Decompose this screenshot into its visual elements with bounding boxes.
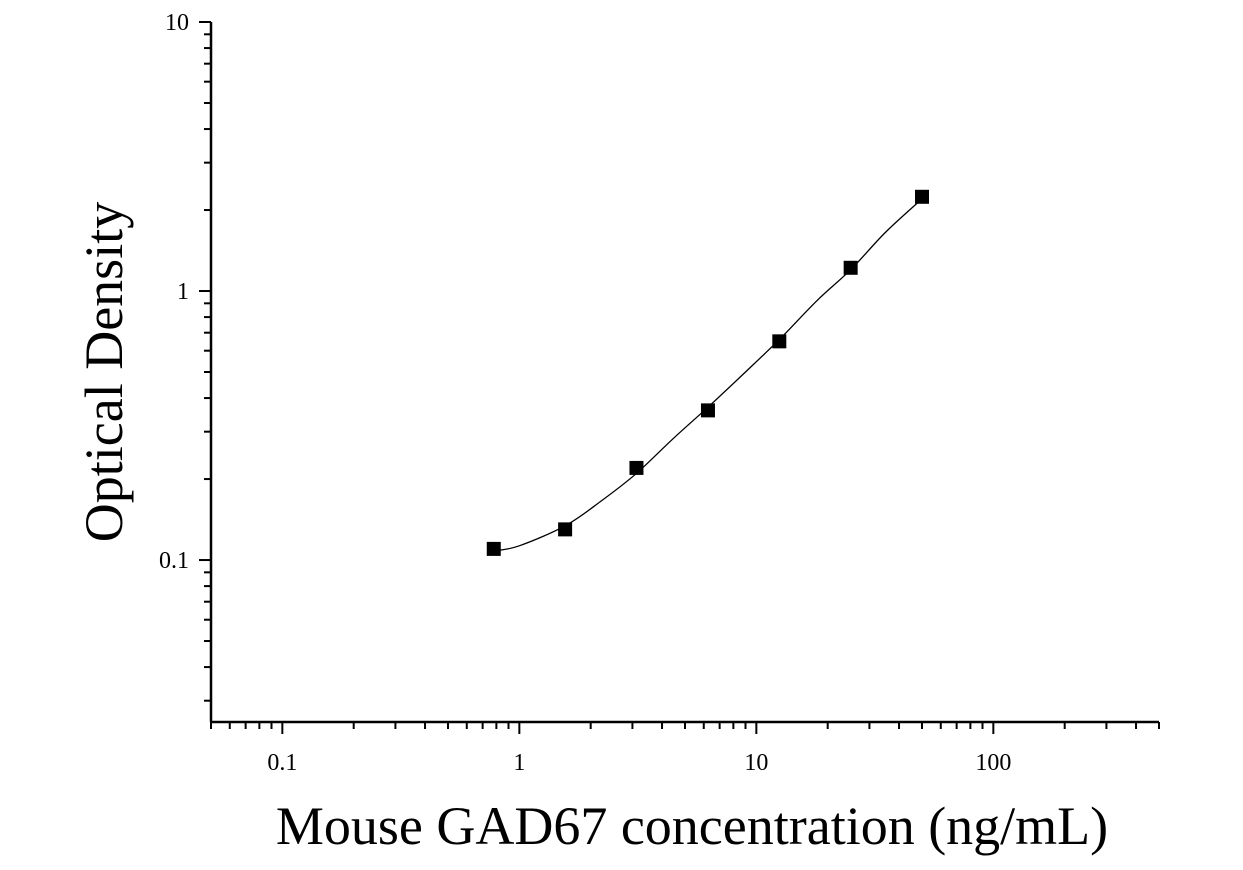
y-axis-major-ticks: 0.1 1 10 (159, 10, 211, 574)
data-point (486, 541, 501, 556)
data-point (558, 522, 573, 537)
data-point (843, 260, 858, 275)
data-point (772, 334, 787, 349)
y-tick-label: 0.1 (159, 548, 189, 574)
x-tick-label: 0.1 (267, 750, 297, 776)
x-tick-label: 100 (975, 750, 1011, 776)
data-point (629, 460, 644, 475)
data-point (700, 403, 715, 418)
data-point (915, 189, 929, 204)
y-tick-label: 1 (177, 279, 189, 305)
y-axis-title: Optical Density (74, 202, 134, 542)
x-tick-label: 1 (513, 750, 525, 776)
fit-curve (493, 198, 923, 552)
x-axis-title: Mouse GAD67 concentration (ng/mL) (276, 796, 1108, 856)
y-tick-label: 10 (165, 10, 189, 36)
x-tick-label: 10 (744, 750, 768, 776)
data-points (486, 189, 929, 556)
x-axis-major-ticks: 0.1 1 10 100 (267, 722, 1011, 776)
